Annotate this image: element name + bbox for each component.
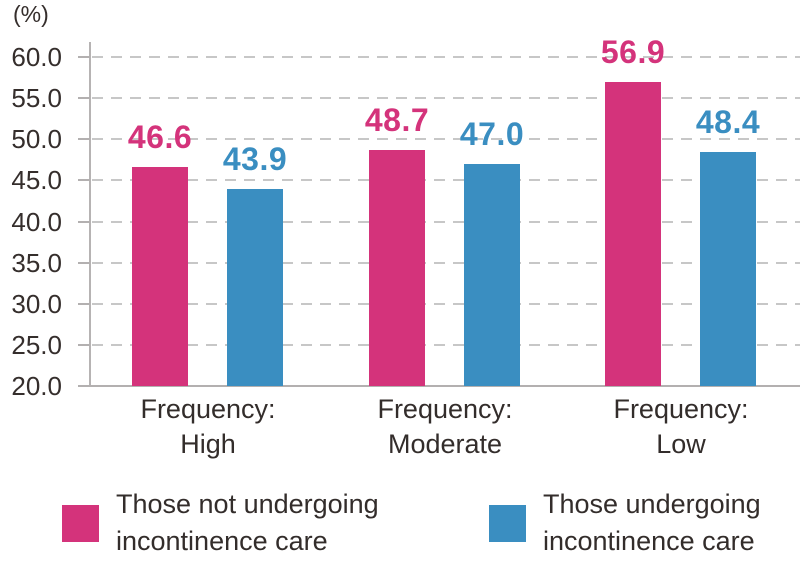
- value-label-series0-group1: 48.7: [364, 101, 430, 138]
- gridline-55.0: [92, 97, 800, 100]
- legend-item-undergoing: Those undergoing incontinence care: [489, 486, 761, 560]
- bar-series1-group1: [464, 163, 520, 386]
- y-tick-label-25.0: 25.0: [11, 329, 62, 360]
- y-tick-label-50.0: 50.0: [11, 124, 62, 155]
- x-category-label-line: Frequency:: [377, 394, 513, 424]
- legend-item-not-undergoing: Those not undergoing incontinence care: [62, 486, 379, 560]
- y-axis-tick: [78, 220, 90, 223]
- y-tick-label-40.0: 40.0: [11, 206, 62, 237]
- value-label-series0-group0: 46.6: [127, 119, 193, 156]
- value-label-series1-group2: 48.4: [695, 104, 761, 141]
- y-axis-tick: [78, 97, 90, 100]
- value-label-series0-group2: 56.9: [600, 34, 666, 71]
- y-axis-unit-label: (%): [13, 1, 49, 27]
- bar-series1-group0: [227, 189, 283, 386]
- x-category-label-1: Frequency: Moderate: [335, 392, 555, 462]
- y-tick-label-45.0: 45.0: [11, 165, 62, 196]
- bar-series0-group2: [605, 82, 661, 386]
- x-category-label-line: High: [180, 429, 236, 459]
- gridline-25.0: [92, 343, 800, 346]
- gridline-35.0: [92, 261, 800, 264]
- y-axis-tick: [78, 261, 90, 264]
- legend-label-line1: Those undergoing: [543, 489, 761, 519]
- x-category-label-line: Frequency:: [613, 394, 749, 424]
- y-tick-label-20.0: 20.0: [11, 371, 62, 401]
- legend-label-line2: incontinence care: [116, 526, 328, 556]
- legend-swatch-pink: [62, 504, 99, 542]
- x-category-label-line: Moderate: [387, 429, 503, 459]
- legend-label: Those undergoing incontinence care: [543, 486, 761, 560]
- y-axis-tick: [78, 179, 90, 182]
- bar-series1-group2: [700, 152, 756, 386]
- x-category-label-2: Frequency: Low: [571, 392, 791, 462]
- gridline-40.0: [92, 220, 800, 223]
- y-axis-line: [89, 42, 91, 387]
- gridline-60.0: [92, 56, 800, 58]
- x-axis-line: [78, 385, 800, 387]
- y-axis-tick: [78, 343, 90, 346]
- legend-label-line2: incontinence care: [543, 526, 755, 556]
- value-label-series1-group0: 43.9: [222, 141, 288, 178]
- y-tick-label-30.0: 30.0: [11, 288, 62, 319]
- x-category-label-line: Low: [656, 429, 706, 459]
- y-axis-tick: [78, 302, 90, 305]
- legend-label: Those not undergoing incontinence care: [116, 486, 379, 560]
- y-axis-tick: [78, 56, 90, 58]
- bar-series0-group1: [369, 149, 425, 386]
- y-axis-tick: [78, 138, 90, 141]
- x-category-label-0: Frequency: High: [98, 392, 318, 462]
- x-category-label-line: Frequency:: [140, 394, 276, 424]
- gridline-30.0: [92, 302, 800, 305]
- bar-series0-group0: [132, 167, 188, 386]
- gridline-50.0: [92, 138, 800, 141]
- y-tick-label-55.0: 55.0: [11, 83, 62, 114]
- y-tick-label-60.0: 60.0: [11, 42, 62, 72]
- y-tick-label-35.0: 35.0: [11, 247, 62, 278]
- value-label-series1-group1: 47.0: [459, 115, 525, 152]
- gridline-45.0: [92, 179, 800, 182]
- legend-swatch-blue: [489, 504, 526, 542]
- legend-label-line1: Those not undergoing: [116, 489, 379, 519]
